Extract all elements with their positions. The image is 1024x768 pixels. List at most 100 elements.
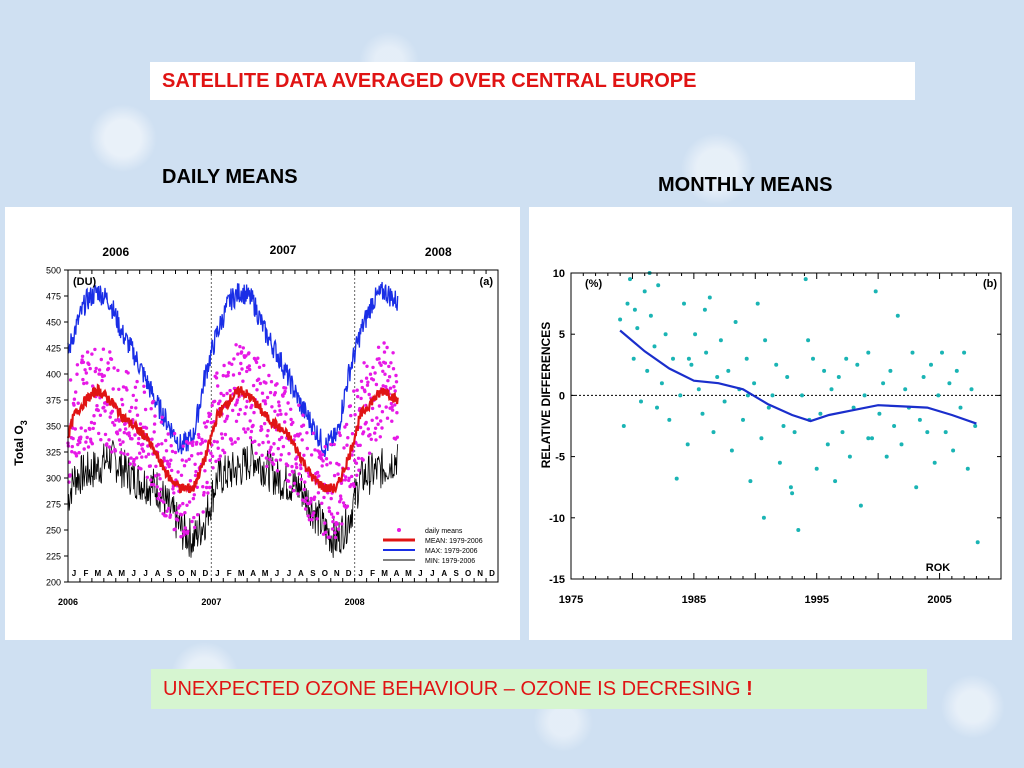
daily-mean-point	[127, 431, 131, 435]
daily-mean-point	[325, 463, 329, 467]
data-point	[744, 356, 749, 361]
daily-means-heading: DAILY MEANS	[162, 166, 298, 188]
y-tick-label: 5	[559, 329, 565, 341]
daily-mean-point	[379, 419, 383, 423]
daily-mean-point	[271, 452, 275, 456]
daily-mean-point	[283, 420, 287, 424]
daily-mean-point	[229, 438, 234, 442]
daily-mean-point	[204, 425, 208, 429]
daily-mean-point	[292, 488, 296, 493]
data-point	[925, 430, 930, 435]
daily-mean-point	[328, 535, 332, 539]
daily-mean-point	[270, 405, 274, 409]
daily-mean-point	[330, 527, 335, 531]
daily-mean-point	[164, 514, 168, 518]
daily-mean-point	[373, 426, 378, 430]
daily-mean-point	[306, 514, 310, 518]
daily-mean-point	[254, 360, 259, 365]
daily-mean-point	[160, 442, 164, 446]
data-point	[844, 356, 849, 361]
daily-mean-point	[95, 404, 99, 408]
month-label: O	[178, 569, 184, 578]
month-label: O	[465, 569, 471, 578]
daily-mean-point	[226, 370, 231, 375]
daily-mean-point	[373, 371, 377, 375]
daily-mean-point	[71, 436, 75, 441]
daily-mean-point	[382, 350, 387, 354]
month-label: J	[430, 569, 434, 578]
daily-mean-point	[390, 419, 394, 423]
daily-mean-point	[70, 444, 75, 449]
data-point	[951, 448, 956, 453]
daily-mean-point	[165, 459, 170, 463]
data-point	[711, 430, 716, 435]
daily-mean-point	[343, 478, 347, 482]
daily-mean-point	[162, 456, 166, 460]
daily-mean-point	[355, 473, 359, 477]
data-point	[940, 350, 944, 355]
daily-mean-point	[374, 382, 379, 387]
daily-mean-point	[267, 450, 271, 455]
daily-mean-point	[193, 462, 197, 466]
daily-mean-point	[196, 452, 200, 456]
daily-mean-point	[335, 522, 339, 526]
daily-mean-point	[214, 459, 218, 463]
daily-mean-point	[388, 386, 393, 390]
daily-mean-point	[112, 423, 117, 427]
daily-mean-point	[176, 470, 180, 474]
daily-mean-point	[215, 440, 219, 444]
data-point	[759, 436, 764, 441]
daily-mean-point	[85, 350, 90, 354]
daily-mean-point	[231, 373, 236, 377]
daily-mean-point	[380, 426, 384, 430]
y-tick-label: -15	[549, 574, 565, 586]
daily-mean-point	[152, 422, 157, 426]
y-tick-label: 200	[46, 578, 61, 588]
daily-mean-point	[250, 403, 254, 408]
data-point	[700, 411, 705, 416]
daily-mean-point	[215, 371, 219, 375]
daily-mean-point	[355, 388, 359, 392]
year-label-bottom: 2008	[345, 597, 365, 607]
legend-daily: daily means	[425, 528, 463, 535]
month-label: J	[131, 569, 135, 578]
daily-mean-point	[181, 501, 185, 506]
daily-mean-point	[300, 498, 305, 502]
daily-mean-point	[106, 361, 110, 365]
daily-mean-point	[321, 453, 325, 457]
daily-mean-point	[227, 361, 231, 365]
daily-mean-point	[236, 412, 241, 417]
daily-mean-point	[244, 354, 248, 358]
daily-mean-point	[263, 402, 268, 406]
data-point	[803, 277, 808, 282]
daily-mean-point	[77, 451, 81, 455]
daily-mean-point	[180, 458, 184, 462]
daily-mean-point	[108, 350, 112, 354]
data-point	[704, 350, 709, 355]
y-tick-label: 500	[46, 266, 61, 276]
panel-label: (a)	[480, 276, 494, 288]
y-tick-label: 10	[553, 268, 565, 280]
daily-mean-point	[366, 380, 370, 384]
daily-mean-point	[329, 442, 333, 447]
month-label: M	[118, 569, 125, 578]
daily-mean-point	[172, 431, 177, 436]
daily-mean-point	[184, 459, 188, 463]
data-point	[910, 350, 915, 355]
daily-mean-point	[357, 468, 361, 472]
month-label: A	[441, 569, 447, 578]
daily-mean-point	[190, 443, 195, 448]
daily-mean-point	[309, 453, 314, 457]
daily-mean-point	[158, 477, 162, 481]
daily-mean-point	[166, 432, 170, 436]
daily-mean-point	[93, 369, 98, 374]
daily-mean-point	[187, 500, 192, 504]
daily-mean-point	[251, 423, 255, 428]
month-label: A	[250, 569, 256, 578]
daily-mean-point	[170, 449, 175, 454]
daily-mean-point	[379, 363, 383, 367]
daily-mean-point	[311, 431, 315, 435]
data-point	[866, 350, 871, 355]
daily-mean-point	[141, 449, 146, 453]
y-axis-title: RELATIVE DIFFERENCES	[539, 322, 553, 468]
